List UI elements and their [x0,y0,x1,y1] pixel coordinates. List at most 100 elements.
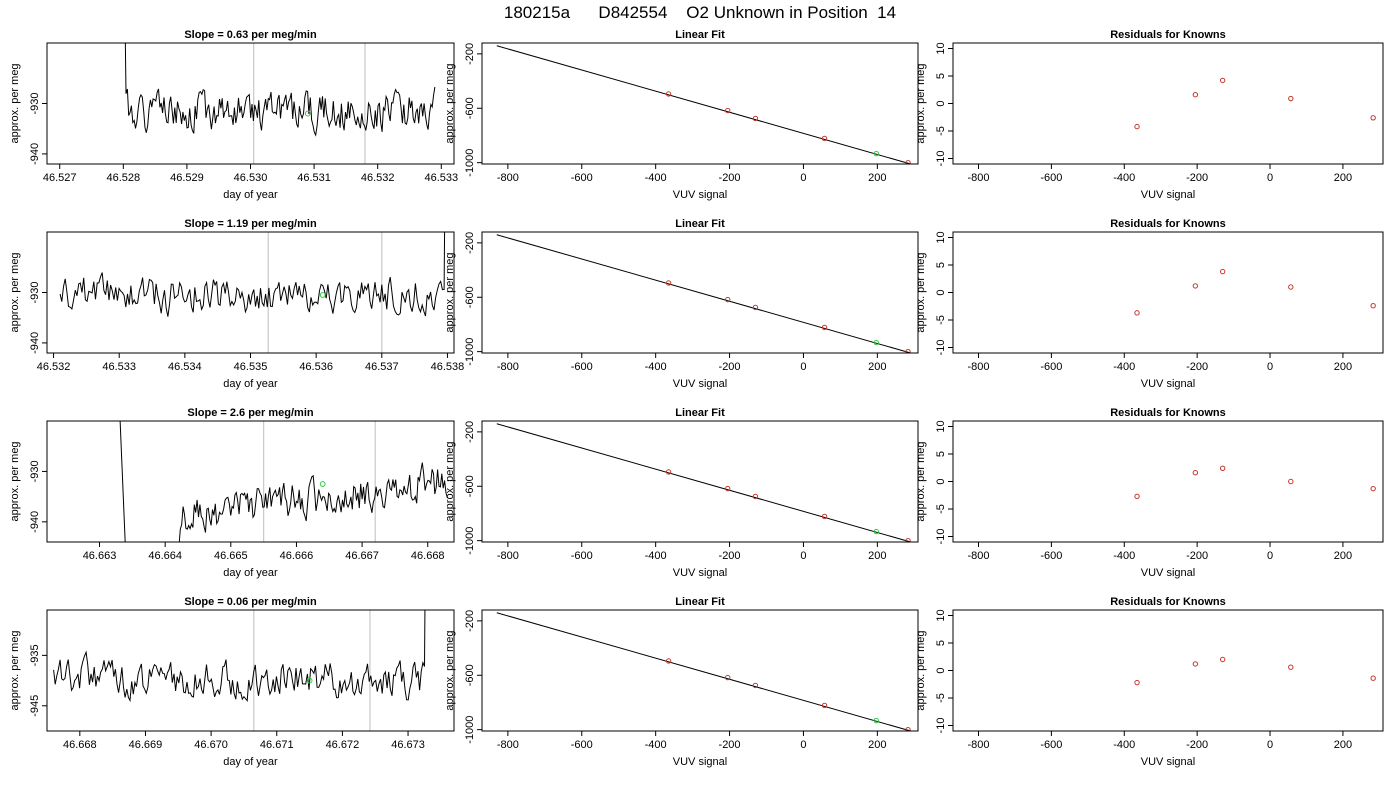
y-tick-label: -940 [29,511,41,533]
x-tick-label: 46.667 [345,550,379,562]
known-point [1219,268,1226,275]
plot-area [59,232,446,353]
x-tick-label: -600 [571,172,593,184]
known-point [905,726,911,731]
x-tick-label: 46.673 [391,739,425,751]
x-axis-label: day of year [223,756,278,768]
x-tick-label: 46.668 [411,550,445,562]
x-tick-label: 46.530 [234,172,268,184]
y-tick-label: 10 [935,609,947,621]
y-axis-label: approx. per meg [9,63,21,143]
known-point [1134,679,1140,686]
panel-3-1: Linear Fit -800 -600 -400 -200 0 200 -1000 -600 -… [444,596,919,768]
known-point [752,115,759,122]
y-tick-label: -10 [935,718,947,734]
y-tick-label: -1000 [464,149,476,177]
figure-title: 180215a D842554 O2 Unknown in Position 1… [504,3,896,22]
y-tick-label: -5 [935,504,947,514]
y-axis-label: approx. per meg [915,252,927,332]
panel-title: Linear Fit [675,218,725,230]
panel-title: Slope = 0.06 per meg/min [184,596,317,608]
plot-frame [952,42,1384,165]
y-tick-label: -600 [464,286,476,308]
x-tick-label: -200 [1186,739,1208,751]
x-tick-label: 0 [800,361,806,373]
y-tick-label: -930 [29,281,41,303]
y-tick-label: -600 [464,475,476,497]
x-tick-label: 200 [1334,550,1352,562]
plot-area [1134,656,1376,686]
fit-line [496,423,911,542]
x-tick-label: -200 [1186,172,1208,184]
x-tick-label: -800 [497,361,519,373]
y-tick-label: 0 [935,667,947,673]
panel-0-0: Slope = 0.63 per meg/min 46.527 46.528 46.5… [9,29,458,201]
x-tick-label: -600 [571,361,593,373]
known-point [1288,284,1294,290]
x-tick-label: 46.672 [326,739,360,751]
known-point [1288,95,1294,102]
y-axis-label: approx. per meg [444,441,456,521]
x-tick-label: 46.528 [106,172,140,184]
known-point [1192,92,1199,98]
known-point [905,159,911,164]
y-axis-label: approx. per meg [444,630,456,710]
panel-title: Residuals for Knowns [1110,218,1226,230]
x-tick-label: -800 [497,550,519,562]
panel-2-0: Slope = 2.6 per meg/min 46.663 46.664 46.66… [9,407,455,579]
known-point [1370,485,1376,492]
known-point [905,348,911,353]
plot-area [119,421,448,542]
x-tick-label: 46.663 [83,550,117,562]
y-axis-label: approx. per meg [915,63,927,143]
plot-frame [46,231,455,354]
y-tick-label: -1000 [464,527,476,555]
unknown-point-marker [319,292,326,298]
x-tick-label: -400 [1113,550,1135,562]
x-tick-label: -400 [645,172,667,184]
known-point [725,674,731,681]
y-tick-label: -930 [29,460,41,482]
x-axis-label: VUV signal [1141,378,1195,390]
plot-frame [46,420,455,543]
x-tick-label: 0 [1267,361,1273,373]
x-tick-label: 200 [868,361,886,373]
x-tick-label: -400 [645,739,667,751]
x-tick-label: -200 [1186,361,1208,373]
data-trace [53,610,426,703]
plot-frame [952,609,1384,732]
x-tick-label: 200 [1334,361,1352,373]
plot-frame [481,420,919,543]
x-tick-label: 46.665 [214,550,248,562]
panel-title: Linear Fit [675,596,725,608]
x-tick-label: 0 [1267,172,1273,184]
x-tick-label: 46.670 [194,739,228,751]
y-tick-label: -600 [464,97,476,119]
x-tick-label: 200 [868,172,886,184]
x-tick-label: -400 [1113,361,1135,373]
x-tick-label: -800 [497,172,519,184]
x-tick-label: -800 [497,739,519,751]
y-axis-label: approx. per meg [915,630,927,710]
y-tick-label: 10 [935,42,947,54]
known-point [1370,115,1376,121]
x-tick-label: -200 [719,172,741,184]
x-tick-label: 46.531 [297,172,331,184]
y-axis-label: approx. per meg [9,441,21,521]
known-point [1370,675,1376,681]
x-tick-label: 46.537 [365,361,399,373]
x-tick-label: 46.536 [299,361,333,373]
known-point [821,324,828,331]
x-tick-label: -800 [967,739,989,751]
panel-3-0: Slope = 0.06 per meg/min 46.668 46.669 46.6… [9,596,455,768]
unknown-point [873,339,879,346]
x-axis-label: day of year [223,378,278,390]
y-tick-label: 0 [935,100,947,106]
x-axis-label: day of year [223,189,278,201]
plot-frame [952,231,1384,354]
panel-title: Residuals for Knowns [1110,407,1226,419]
x-tick-label: -800 [967,361,989,373]
panel-title: Residuals for Knowns [1110,596,1226,608]
known-point [1288,664,1294,670]
y-tick-label: -10 [935,151,947,167]
